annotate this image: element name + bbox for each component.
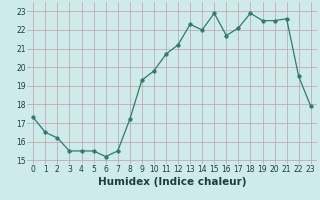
X-axis label: Humidex (Indice chaleur): Humidex (Indice chaleur) — [98, 177, 246, 187]
